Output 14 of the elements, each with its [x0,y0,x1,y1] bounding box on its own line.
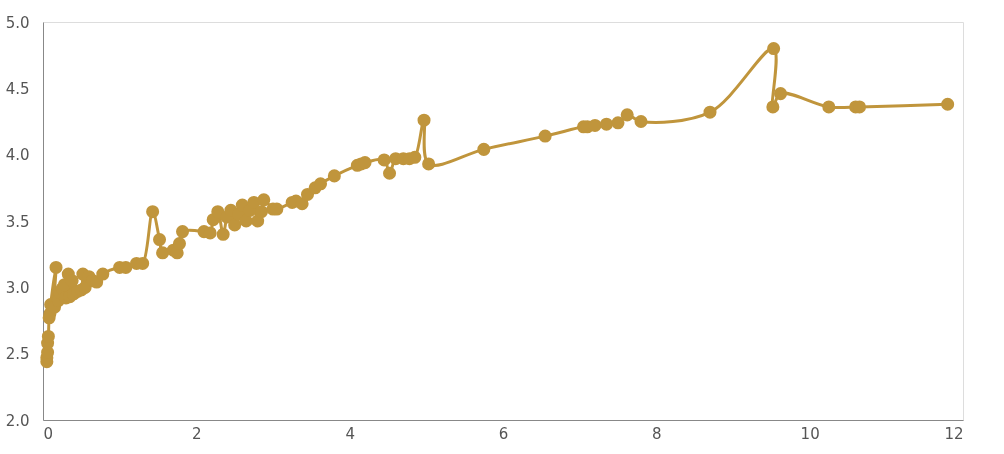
x-tick-label: 2 [192,424,202,443]
y-tick-label: 2.0 [5,411,30,430]
x-tick-label: 10 [800,424,820,443]
y-tick-label: 2.5 [5,345,30,364]
y-tick-label: 3.5 [5,212,30,231]
x-tick-label: 4 [345,424,355,443]
y-tick-label: 4.5 [5,79,30,98]
y-tick-label: 4.0 [5,146,30,165]
y-tick-label: 3.0 [5,278,30,297]
x-tick-label: 12 [944,424,964,443]
x-tick-label: 0 [43,424,54,443]
x-tick-label: 6 [498,424,509,443]
x-tick-label: 8 [652,424,662,443]
y-tick-label: 5.0 [5,13,30,32]
